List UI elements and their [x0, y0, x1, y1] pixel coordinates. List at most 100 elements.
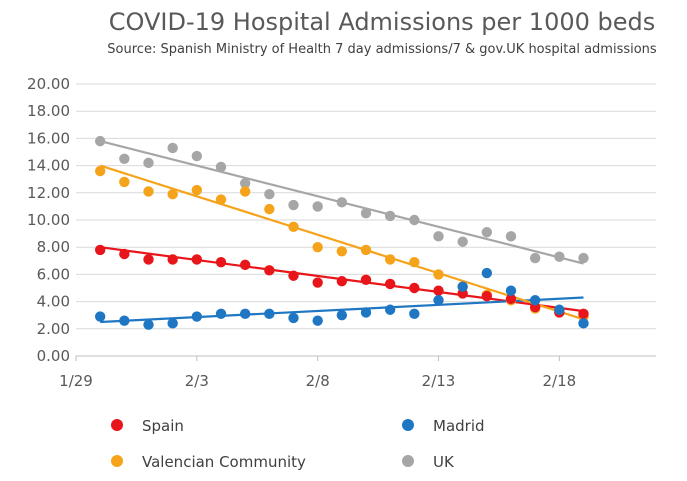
data-point-madrid [167, 318, 178, 329]
data-point-spain [239, 259, 251, 271]
data-point-valencian-community [239, 186, 251, 197]
data-point-valencian-community [312, 242, 323, 253]
data-point-madrid [312, 315, 323, 326]
legend-label-uk: UK [433, 453, 455, 471]
data-point-uk [433, 231, 444, 242]
legend: Spain Madrid Valencian Community UK [111, 417, 485, 471]
y-tick-label: 18.00 [27, 102, 70, 120]
data-point-uk [457, 236, 468, 247]
y-tick-label: 20.00 [27, 75, 70, 93]
data-point-madrid [433, 295, 444, 306]
data-point-uk [336, 197, 348, 208]
data-point-valencian-community [384, 254, 396, 265]
data-point-madrid [384, 304, 396, 315]
data-point-uk [384, 210, 396, 222]
data-point-valencian-community [215, 194, 227, 205]
chart-subtitle: Source: Spanish Ministry of Health 7 day… [107, 42, 657, 57]
legend-marker-spain [111, 419, 123, 431]
data-point-madrid [505, 285, 517, 296]
data-point-uk [119, 153, 130, 164]
data-point-valencian-community [119, 176, 130, 188]
data-point-uk [167, 142, 178, 154]
data-point-uk [554, 251, 565, 262]
data-point-uk [409, 214, 420, 226]
data-point-spain [384, 278, 396, 290]
data-point-uk [360, 208, 372, 219]
legend-marker-uk [402, 455, 414, 467]
y-tick-label: 2.00 [37, 320, 70, 338]
y-tick-label: 14.00 [27, 157, 70, 175]
y-tick-label: 6.00 [37, 265, 70, 283]
data-point-valencian-community [94, 165, 106, 177]
data-point-spain [215, 256, 227, 268]
data-point-spain [360, 274, 372, 286]
y-tick-label: 16.00 [27, 129, 70, 147]
data-point-spain [481, 290, 493, 302]
x-tick-labels: 1/29 2/3 2/8 2/13 2/18 [59, 372, 576, 390]
chart-title: COVID-19 Hospital Admissions per 1000 be… [109, 8, 656, 36]
data-point-uk [215, 161, 227, 173]
data-point-valencian-community [167, 188, 178, 200]
data-point-madrid [481, 267, 493, 279]
x-tick-label: 1/29 [59, 372, 93, 390]
data-point-uk [529, 252, 541, 264]
data-point-valencian-community [143, 186, 154, 197]
legend-label-madrid: Madrid [433, 417, 485, 435]
data-points [94, 135, 589, 330]
data-point-valencian-community [360, 244, 372, 256]
data-point-valencian-community [409, 256, 420, 268]
data-point-madrid [360, 307, 372, 318]
data-point-uk [481, 227, 493, 238]
data-point-madrid [457, 281, 468, 292]
data-point-spain [409, 282, 420, 294]
data-point-valencian-community [288, 221, 299, 232]
legend-marker-valencian-community [111, 455, 123, 467]
data-point-spain [433, 285, 444, 296]
trendline-madrid [100, 296, 584, 324]
axes [75, 355, 656, 361]
data-point-uk [505, 231, 517, 242]
data-point-spain [578, 308, 589, 320]
data-point-spain [336, 276, 348, 287]
y-tick-label: 10.00 [27, 211, 70, 229]
data-point-uk [143, 157, 154, 169]
data-point-uk [288, 199, 299, 211]
data-point-valencian-community [336, 246, 348, 257]
data-point-spain [288, 270, 299, 281]
data-point-madrid [215, 308, 227, 320]
y-tick-label: 0.00 [37, 347, 70, 365]
y-tick-label: 12.00 [27, 184, 70, 202]
y-tick-label: 8.00 [37, 238, 70, 256]
data-point-uk [191, 150, 203, 162]
data-point-madrid [288, 312, 299, 324]
data-point-madrid [529, 295, 541, 306]
data-point-madrid [143, 319, 154, 330]
data-point-spain [143, 254, 154, 265]
data-point-madrid [336, 310, 348, 321]
data-point-valencian-community [433, 269, 444, 280]
data-point-spain [94, 244, 106, 256]
data-point-uk [94, 135, 106, 147]
legend-label-spain: Spain [142, 417, 184, 435]
data-point-madrid [239, 308, 251, 320]
data-point-uk [578, 252, 589, 264]
data-point-spain [167, 254, 178, 265]
x-tick-label: 2/13 [422, 372, 456, 390]
data-point-madrid [264, 308, 275, 320]
data-point-uk [312, 201, 323, 212]
data-point-madrid [119, 315, 130, 326]
x-tick-label: 2/8 [306, 372, 330, 390]
data-point-spain [312, 277, 323, 288]
x-tick-label: 2/3 [185, 372, 209, 390]
data-point-spain [505, 293, 517, 305]
data-point-spain [191, 254, 203, 265]
data-point-uk [264, 188, 275, 200]
data-point-madrid [94, 311, 106, 322]
legend-marker-madrid [402, 419, 414, 431]
data-point-valencian-community [191, 184, 203, 196]
data-point-uk [239, 178, 251, 189]
data-point-madrid [554, 304, 565, 315]
legend-label-valencian-community: Valencian Community [142, 453, 306, 471]
y-tick-label: 4.00 [37, 293, 70, 311]
data-point-valencian-community [264, 203, 275, 215]
